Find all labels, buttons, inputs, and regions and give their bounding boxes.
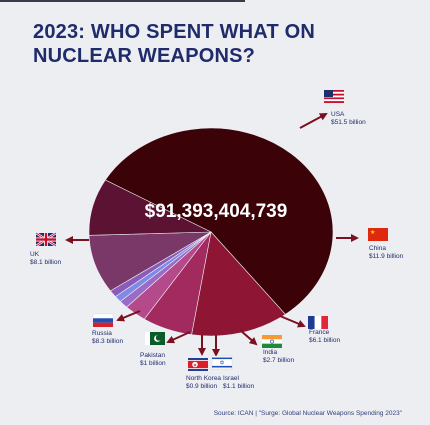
pie-slices — [88, 127, 334, 337]
israel-flag-icon: ✡ — [211, 355, 233, 370]
country-label-uk: UK — [30, 251, 40, 258]
value-label-uk: $8.1 billion — [30, 259, 61, 266]
country-label-france: France — [309, 329, 330, 336]
country-label-china: China — [369, 245, 386, 252]
arrow-france — [279, 315, 306, 328]
svg-text:★: ★ — [370, 229, 375, 236]
china-flag-icon: ★ — [368, 228, 388, 241]
usa-flag-icon — [324, 90, 344, 103]
value-label-israel: $1.1 billion — [223, 383, 254, 390]
value-label-usa: $51.5 billion — [331, 119, 366, 126]
country-label-israel: Israel — [223, 375, 239, 382]
value-label-china: $11.9 billion — [369, 253, 404, 260]
arrow-russia — [116, 310, 141, 322]
pie-slice-usa — [104, 127, 334, 315]
arrow-india — [239, 329, 258, 346]
country-label-north-korea: North Korea — [186, 375, 221, 382]
value-label-russia: $8.3 billion — [92, 338, 123, 345]
north-korea-flag-icon: ★ — [188, 358, 208, 371]
country-label-russia: Russia — [92, 330, 112, 337]
value-label-india: $2.7 billion — [263, 357, 294, 364]
russia-flag-icon — [92, 313, 114, 327]
france-flag-icon — [308, 316, 328, 329]
svg-text:★: ★ — [193, 363, 197, 369]
country-label-pakistan: Pakistan — [140, 352, 165, 359]
source-note: Source: ICAN | "Surge: Global Nuclear We… — [213, 410, 402, 417]
slice-labels: USA$51.5 billion ★ China$11.9 billion Franc… — [30, 90, 404, 390]
country-label-usa: USA — [331, 111, 345, 118]
country-label-india: India — [263, 349, 277, 356]
value-label-france: $6.1 billion — [309, 337, 340, 344]
uk-flag-icon — [35, 231, 57, 248]
pakistan-flag-icon — [145, 332, 165, 345]
pie-slice-uk — [88, 179, 212, 236]
callout-arrows — [65, 113, 359, 357]
arrow-pakistan — [166, 331, 191, 344]
total-spending-label: $91,393,404,739 — [145, 201, 288, 222]
arrow-usa — [299, 113, 328, 129]
india-flag-icon — [262, 335, 282, 348]
chart-title: 2023: WHO SPENT WHAT ON NUCLEAR WEAPONS? — [33, 21, 316, 67]
svg-text:✡: ✡ — [219, 360, 224, 367]
value-label-pakistan: $1 billion — [140, 360, 166, 367]
value-label-north-korea: $0.9 billion — [186, 383, 217, 390]
top-divider — [0, 0, 245, 2]
